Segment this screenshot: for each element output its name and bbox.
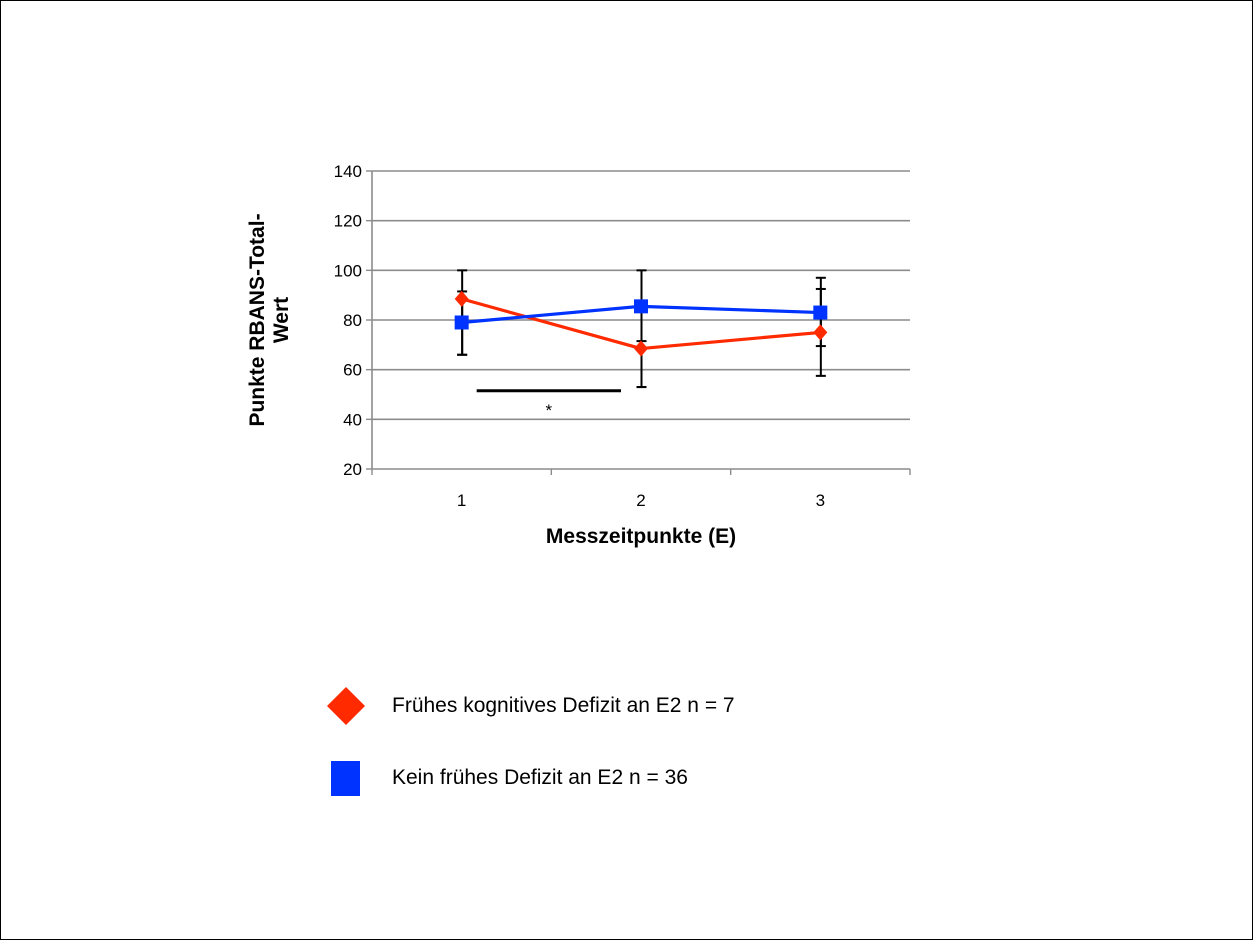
y-axis-title-line-1: Punkte RBANS-Total- xyxy=(246,213,269,426)
x-tick-label: 3 xyxy=(816,491,825,510)
y-tick-label: 100 xyxy=(334,261,362,280)
y-tick-label: 140 xyxy=(334,162,362,181)
legend-label-no-deficit: Kein frühes Defizit an E2 n = 36 xyxy=(392,766,688,789)
data-point-square xyxy=(454,315,469,330)
y-tick-label: 60 xyxy=(343,361,362,380)
series-markers xyxy=(454,290,828,357)
y-tick-label: 20 xyxy=(343,460,362,479)
axes xyxy=(366,170,911,475)
data-point-diamond xyxy=(813,324,828,341)
y-axis-title-line-2: Wert xyxy=(270,297,293,343)
y-tick-label: 40 xyxy=(343,410,362,429)
x-tick-label: 1 xyxy=(457,491,466,510)
y-tick-label: 80 xyxy=(343,311,362,330)
significance-star: * xyxy=(546,401,553,420)
legend-item-no-deficit: Kein frühes Defizit an E2 n = 36 xyxy=(326,758,926,798)
legend-item-deficit: Frühes kognitives Defizit an E2 n = 7 xyxy=(326,686,926,726)
square-icon xyxy=(331,761,360,796)
data-point-square xyxy=(813,305,828,320)
data-point-diamond xyxy=(454,290,469,307)
data-point-square xyxy=(634,299,648,314)
diamond-icon xyxy=(327,687,365,725)
x-axis-title: Messzeitpunkte (E) xyxy=(546,525,736,548)
x-tick-labels: 1 2 3 xyxy=(457,491,825,510)
y-tick-label: 120 xyxy=(334,212,362,231)
significance-annotation: * xyxy=(476,389,621,420)
data-point-diamond xyxy=(634,340,648,357)
x-tick-label: 2 xyxy=(636,491,645,510)
legend-label-deficit: Frühes kognitives Defizit an E2 n = 7 xyxy=(392,694,735,717)
y-tick-labels: 20 40 60 80 100 120 140 xyxy=(334,162,362,479)
